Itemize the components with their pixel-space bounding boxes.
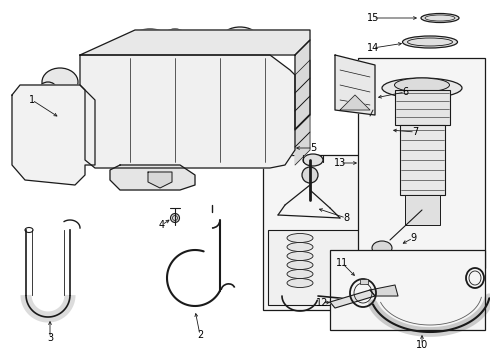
Ellipse shape [128,29,172,55]
Bar [330,250,485,330]
Text: 13: 13 [334,158,346,168]
Ellipse shape [224,36,256,54]
Polygon shape [340,95,370,110]
Bar [360,279,368,284]
Text: 2: 2 [197,330,203,340]
Ellipse shape [163,29,187,47]
Ellipse shape [287,279,313,288]
Polygon shape [295,114,310,147]
Ellipse shape [287,270,313,279]
Ellipse shape [302,167,318,183]
Bar [263,155,400,310]
Polygon shape [295,78,310,111]
Polygon shape [80,55,295,168]
Text: 11: 11 [336,258,348,268]
Ellipse shape [382,78,462,98]
Bar [358,58,485,268]
Ellipse shape [303,154,323,166]
Ellipse shape [372,241,392,255]
Polygon shape [295,96,310,129]
Polygon shape [110,165,195,190]
Text: 7: 7 [412,127,418,137]
Polygon shape [295,60,310,93]
Ellipse shape [364,117,380,133]
Bar [405,195,440,225]
Polygon shape [148,172,172,188]
Text: 8: 8 [343,213,349,223]
Text: 14: 14 [367,43,379,53]
Polygon shape [80,30,310,55]
Bar [268,230,395,305]
Text: 10: 10 [416,340,428,350]
Ellipse shape [287,261,313,270]
Text: 9: 9 [410,233,416,243]
Ellipse shape [137,38,173,58]
Ellipse shape [42,68,78,96]
Ellipse shape [258,32,282,48]
Ellipse shape [222,27,258,49]
Text: 15: 15 [367,13,379,23]
Ellipse shape [287,234,313,243]
Polygon shape [370,285,398,296]
Ellipse shape [171,213,179,222]
Ellipse shape [394,78,449,92]
Text: 1: 1 [29,95,35,105]
Polygon shape [295,132,310,165]
Ellipse shape [402,36,458,48]
Text: 5: 5 [310,143,316,153]
Ellipse shape [287,243,313,252]
Polygon shape [295,40,310,130]
Polygon shape [12,85,95,185]
Polygon shape [335,55,375,115]
Ellipse shape [287,252,313,261]
Text: 4: 4 [159,220,165,230]
Polygon shape [330,290,375,308]
Bar [395,90,450,125]
Bar [400,125,445,195]
Ellipse shape [421,13,459,22]
Ellipse shape [357,295,367,305]
Text: 3: 3 [47,333,53,343]
Text: 12: 12 [316,298,328,308]
Ellipse shape [361,114,389,142]
Text: 6: 6 [402,87,408,97]
Ellipse shape [40,82,56,94]
